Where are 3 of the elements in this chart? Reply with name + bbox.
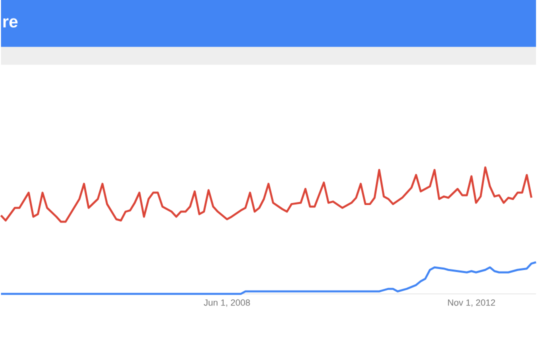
chart-title: re [3, 18, 18, 28]
x-tick-label: Jun 1, 2008 [204, 300, 250, 307]
x-tick-label: Nov 1, 2012 [448, 300, 496, 307]
